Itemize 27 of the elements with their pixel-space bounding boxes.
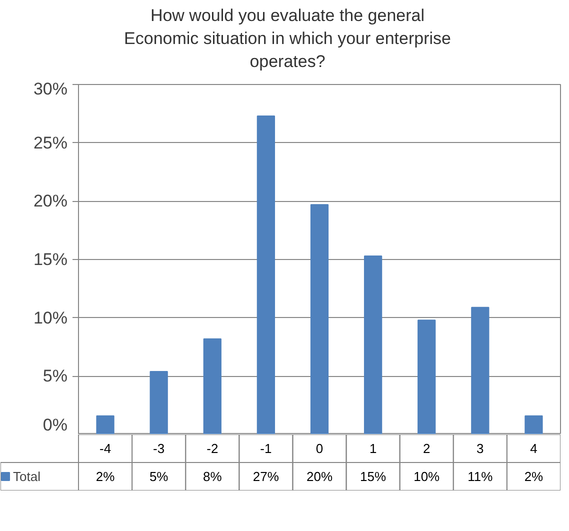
y-tick-label: 20% xyxy=(33,191,68,210)
y-tick-label: 30% xyxy=(33,79,68,98)
data-label: 2% xyxy=(524,468,544,484)
data-label: 5% xyxy=(149,468,169,484)
x-tick-label: -2 xyxy=(206,440,218,456)
data-label: 20% xyxy=(306,468,333,484)
legend-label: Total xyxy=(13,468,40,484)
x-tick-label: -1 xyxy=(260,440,272,456)
x-tick-label: 0 xyxy=(316,440,324,456)
data-label: 10% xyxy=(414,468,440,484)
data-label: 8% xyxy=(202,468,222,484)
data-label: 11% xyxy=(468,468,494,484)
data-label: 27% xyxy=(252,468,280,484)
x-tick-label: 1 xyxy=(369,440,377,456)
x-tick-label: 2 xyxy=(422,440,430,456)
y-tick-label: 25% xyxy=(33,133,68,152)
chart-title: How would you evaluate the general Economic situation in which your enterprise operates? xyxy=(124,5,451,73)
y-tick-label: 5% xyxy=(42,366,68,386)
y-tick-label: 0% xyxy=(42,415,68,434)
x-tick-label: 3 xyxy=(476,440,484,456)
x-tick-label: -3 xyxy=(153,440,165,456)
data-label: 2% xyxy=(96,468,116,484)
x-tick-label: -4 xyxy=(100,440,112,456)
x-tick-label: 4 xyxy=(530,440,538,456)
y-tick-label: 15% xyxy=(33,250,68,269)
data-label: 15% xyxy=(360,468,387,484)
y-tick-label: 10% xyxy=(33,308,68,328)
